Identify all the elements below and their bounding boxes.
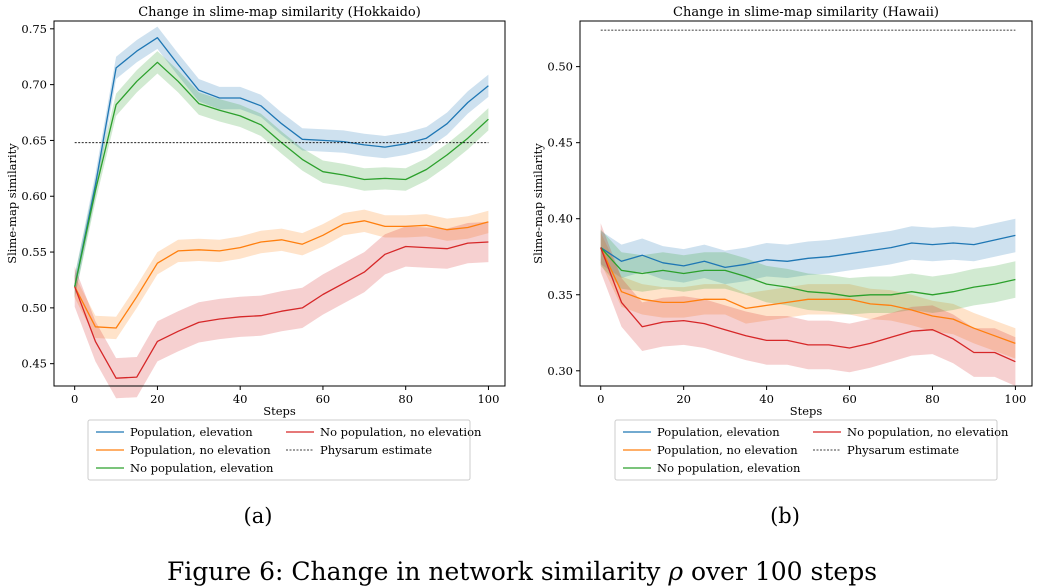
series-line-no-population-no-elevation [74, 241, 489, 379]
x-tick-label: 60 [842, 392, 857, 406]
x-tick-label: 0 [597, 392, 604, 406]
x-tick-label: 60 [316, 392, 331, 406]
legend-label-physarum-estimate: Physarum estimate [847, 443, 959, 457]
y-tick-label: 0.40 [547, 212, 573, 226]
y-tick-label: 0.50 [21, 301, 47, 315]
legend-label-population-no-elevation: Population, no elevation [657, 443, 798, 457]
legend-label-population-elevation: Population, elevation [130, 425, 253, 439]
chart-title: Change in slime-map similarity (Hawaii) [673, 5, 939, 20]
y-tick-label: 0.45 [547, 136, 573, 150]
legend-label-no-population-no-elevation: No population, no elevation [320, 425, 482, 439]
y-tick-label: 0.35 [547, 288, 573, 302]
x-tick-label: 40 [233, 392, 248, 406]
legend-box [87, 419, 471, 481]
series-line-population-elevation [74, 37, 489, 287]
y-tick-label: 0.75 [21, 22, 47, 36]
legend-label-population-no-elevation: Population, no elevation [130, 443, 271, 457]
plot-frame [579, 20, 1033, 387]
band-no-population-no-elevation [600, 223, 1016, 386]
series-line-population-no-elevation [74, 220, 489, 329]
y-axis-label: Slime-map similarity [531, 143, 545, 264]
panel-tag-a: (a) [244, 504, 273, 528]
x-axis-label: Steps [263, 404, 296, 418]
band-population-no-elevation [74, 209, 489, 340]
y-tick-label: 0.30 [547, 364, 573, 378]
x-tick-label: 80 [925, 392, 940, 406]
y-tick-label: 0.50 [547, 60, 573, 74]
plot-frame [53, 20, 506, 387]
legend-label-no-population-elevation: No population, elevation [130, 461, 274, 475]
legend: Population, elevation Population, no elev… [614, 419, 1009, 481]
legend-label-physarum-estimate: Physarum estimate [320, 443, 432, 457]
x-tick-label: 0 [71, 392, 78, 406]
plot-area [74, 26, 489, 399]
x-axis-label: Steps [790, 404, 823, 418]
chart-panel-hawaii: Change in slime-map similarity (Hawaii) 0… [531, 5, 1033, 481]
series-line-population-elevation [600, 234, 1016, 269]
caption-text: Change in network similarity [291, 557, 661, 586]
caption-label: Figure 6: [167, 557, 283, 586]
x-tick-label: 20 [676, 392, 691, 406]
band-no-population-elevation [74, 51, 489, 298]
legend-label-no-population-elevation: No population, elevation [657, 461, 801, 475]
caption-symbol: ρ [667, 557, 683, 586]
y-tick-label: 0.60 [21, 189, 47, 203]
legend-label-population-elevation: Population, elevation [657, 425, 780, 439]
x-tick-label: 100 [477, 392, 499, 406]
series-line-population-no-elevation [600, 247, 1016, 345]
y-tick-label: 0.45 [21, 357, 47, 371]
y-tick-label: 0.55 [21, 245, 47, 259]
x-tick-label: 20 [150, 392, 165, 406]
caption-rest: over 100 steps [691, 557, 877, 586]
panel-tag-b: (b) [770, 504, 800, 528]
band-no-population-no-elevation [74, 221, 489, 399]
y-tick-label: 0.65 [21, 133, 47, 147]
x-tick-label: 100 [1004, 392, 1026, 406]
y-tick-label: 0.70 [21, 78, 47, 92]
band-population-elevation [600, 218, 1016, 285]
series-line-no-population-elevation [600, 247, 1016, 297]
legend: Population, elevation Population, no elev… [87, 419, 482, 481]
x-tick-label: 80 [398, 392, 413, 406]
chart-panel-hokkaido: Change in slime-map similarity (Hokkaido… [5, 5, 506, 481]
series-line-no-population-no-elevation [600, 247, 1016, 363]
figure-caption: Figure 6: Change in network similarity ρ… [167, 557, 877, 586]
y-axis-label: Slime-map similarity [5, 143, 19, 264]
band-no-population-elevation [600, 229, 1016, 315]
legend-box [614, 419, 998, 481]
band-population-no-elevation [600, 232, 1016, 359]
chart-title: Change in slime-map similarity (Hokkaido… [138, 5, 421, 20]
x-tick-label: 40 [759, 392, 774, 406]
plot-area [600, 29, 1016, 386]
legend-label-no-population-no-elevation: No population, no elevation [847, 425, 1009, 439]
